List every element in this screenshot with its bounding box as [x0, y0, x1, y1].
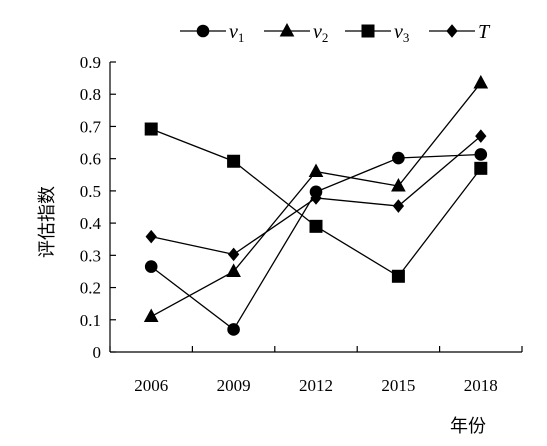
- y-tick-label: 0.5: [80, 182, 101, 201]
- x-tick-label: 2012: [299, 376, 333, 395]
- x-tick-label: 2015: [381, 376, 415, 395]
- series-4: [145, 129, 487, 262]
- legend-item: v3: [345, 21, 409, 45]
- y-tick-label: 0.3: [80, 246, 101, 265]
- data-point: [308, 163, 324, 178]
- legend-item: v1: [180, 21, 244, 45]
- data-point: [227, 247, 240, 262]
- x-tick-label: 2006: [134, 376, 168, 395]
- x-tick-label: 2009: [217, 376, 251, 395]
- data-point: [144, 260, 158, 273]
- series-2: [143, 74, 489, 323]
- legend-label: v1: [229, 21, 244, 45]
- data-point: [392, 199, 405, 213]
- data-point: [475, 129, 487, 143]
- data-point: [143, 308, 159, 323]
- y-tick-label: 0.1: [80, 311, 101, 330]
- legend-marker: [279, 22, 295, 37]
- y-tick-label: 0: [93, 343, 102, 362]
- data-point: [145, 229, 157, 244]
- data-point: [473, 74, 489, 89]
- y-axis-title: 评估指数: [37, 186, 58, 258]
- legend-item: v2: [264, 21, 328, 45]
- legend-marker: [361, 24, 375, 38]
- data-point: [310, 191, 322, 205]
- y-tick-label: 0.8: [80, 85, 101, 104]
- y-tick-label: 0.9: [80, 53, 101, 72]
- legend-marker: [446, 24, 458, 38]
- data-point: [391, 269, 405, 283]
- data-point: [226, 263, 241, 277]
- data-point: [391, 178, 406, 192]
- data-point: [227, 323, 240, 336]
- legend-item: T: [429, 21, 491, 43]
- legend: v1 v2 v3 T: [180, 21, 491, 45]
- y-tick-label: 0.2: [80, 279, 101, 298]
- y-tick-label: 0.7: [80, 117, 102, 136]
- legend-label: v3: [394, 21, 409, 45]
- y-tick-label: 0.4: [80, 214, 102, 233]
- series-group: [143, 74, 489, 336]
- data-point: [144, 122, 158, 136]
- data-point: [474, 148, 488, 161]
- data-point: [474, 161, 488, 175]
- legend-label: T: [478, 21, 491, 43]
- series-3: [144, 122, 488, 283]
- y-tick-label: 0.6: [80, 150, 101, 169]
- data-point: [309, 219, 323, 233]
- x-tick-label: 2018: [464, 376, 498, 395]
- legend-marker: [196, 24, 210, 38]
- x-axis-title: 年份: [450, 416, 486, 437]
- data-point: [227, 154, 241, 168]
- data-point: [392, 151, 405, 165]
- series-line: [150, 153, 481, 331]
- legend-label: v2: [313, 21, 328, 45]
- axes: 0 0.1 0.2 0.3 0.4 0.5 0.6 0.7 0.8 0.9 2006 2009 2012…: [80, 53, 523, 395]
